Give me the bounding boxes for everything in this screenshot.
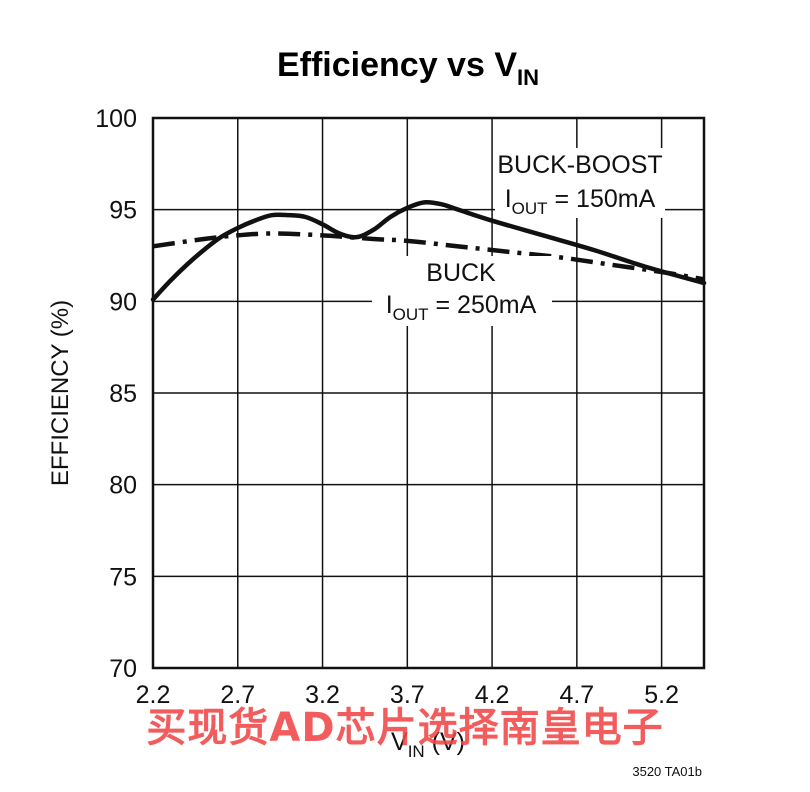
x-tick-label: 2.7 — [220, 681, 255, 709]
buck-current-value: = 250mA — [429, 291, 537, 319]
x-tick-label: 2.2 — [136, 681, 171, 709]
buck-current-prefix: I — [386, 291, 393, 319]
y-axis-ticks: 70 75 80 85 90 95 100 — [95, 105, 137, 683]
buck-label-bg — [372, 256, 552, 326]
y-tick-label: 85 — [109, 380, 137, 408]
buck-boost-current-prefix: I — [505, 185, 512, 213]
series-lines — [150, 199, 707, 302]
y-tick-label: 100 — [95, 105, 137, 133]
buck-current-sub: OUT — [393, 305, 429, 324]
x-tick-label: 4.2 — [475, 681, 510, 709]
y-axis-label: EFFICIENCY (%) — [47, 300, 74, 486]
x-axis-label: VIN (V) — [391, 728, 465, 761]
x-axis-label-unit: (V) — [425, 728, 465, 756]
y-tick-label: 90 — [109, 288, 137, 316]
chart-title-subscript: IN — [517, 65, 539, 90]
x-tick-label: 5.2 — [644, 681, 679, 709]
buck-boost-label: BUCK-BOOST — [497, 151, 662, 179]
chart-title-main: Efficiency vs V — [277, 46, 517, 84]
plot-frame — [151, 116, 706, 670]
chart-title: Efficiency vs VIN — [277, 46, 539, 90]
x-tick-label: 4.7 — [559, 681, 594, 709]
y-tick-label: 70 — [109, 655, 137, 683]
buck-boost-current-value: = 150mA — [548, 185, 656, 213]
buck-current-label: IOUT = 250mA — [386, 291, 537, 324]
x-axis-label-main: V — [391, 728, 408, 756]
series-line-buck-boost — [150, 199, 707, 302]
x-tick-label: 3.7 — [390, 681, 425, 709]
y-tick-label: 75 — [109, 563, 137, 591]
buck-boost-label-bg — [495, 148, 665, 218]
buck-boost-current-sub: OUT — [512, 199, 548, 218]
y-tick-label: 95 — [109, 197, 137, 225]
x-tick-label: 3.2 — [305, 681, 340, 709]
series-line-buck — [152, 231, 705, 282]
x-axis-label-subscript: IN — [408, 742, 425, 761]
figure-id: 3520 TA01b — [632, 764, 702, 779]
y-tick-label: 80 — [109, 472, 137, 500]
buck-label: BUCK — [426, 259, 496, 287]
x-axis-ticks: 2.2 2.7 3.2 3.7 4.2 4.7 5.2 — [136, 681, 679, 709]
buck-boost-current-label: IOUT = 150mA — [505, 185, 656, 218]
